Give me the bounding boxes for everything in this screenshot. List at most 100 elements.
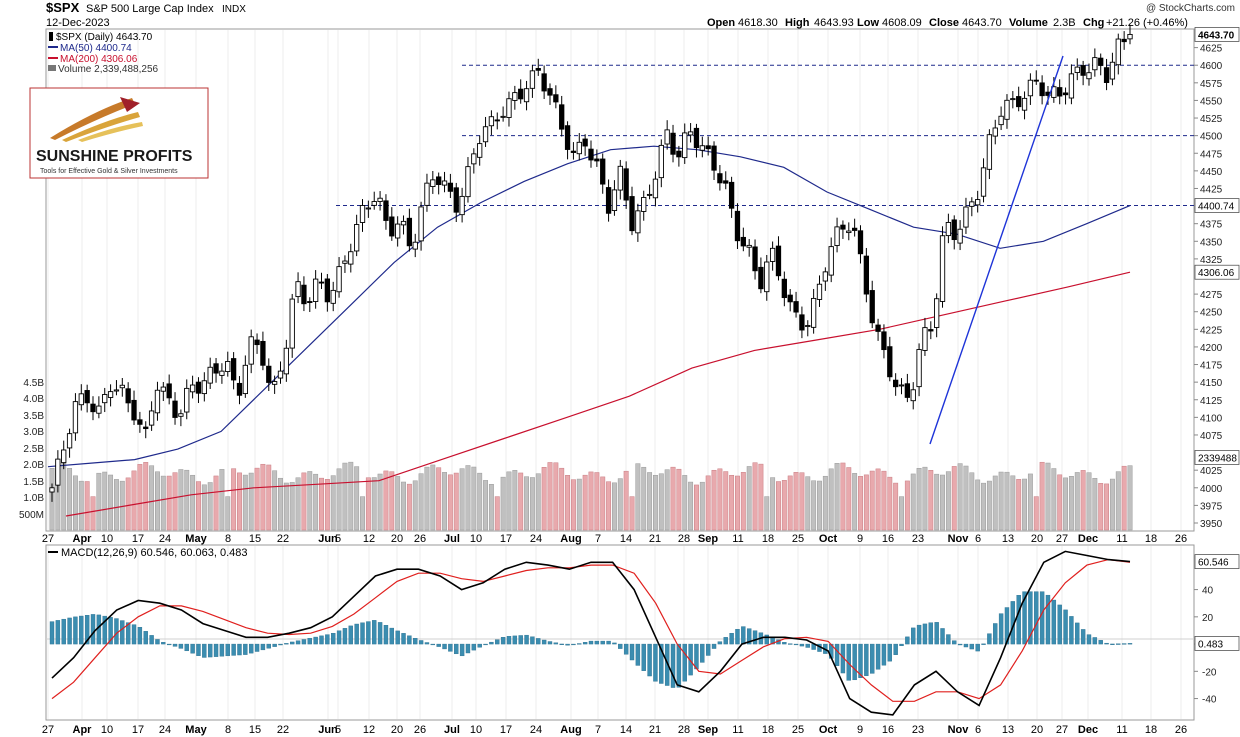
- x-tick-label: 5: [335, 533, 341, 545]
- macd-histogram-bar: [383, 625, 389, 645]
- volume-bar: [90, 496, 96, 531]
- y-tick-label: 3950: [1200, 519, 1223, 530]
- volume-bar: [1033, 496, 1039, 531]
- x-tick-label: Nov: [948, 724, 970, 736]
- y-tick-label: 4500: [1200, 132, 1223, 143]
- candle-body: [898, 384, 905, 387]
- x-tick-label: 26: [1175, 724, 1187, 736]
- candle-body: [436, 176, 442, 185]
- macd-histogram-bar: [307, 638, 312, 645]
- macd-histogram-bar: [952, 640, 957, 645]
- volume-bar: [916, 468, 922, 531]
- volume-bar: [887, 476, 893, 531]
- x-tick-label: Jun: [318, 724, 338, 736]
- candle-body: [102, 394, 108, 404]
- volume-bar: [471, 466, 477, 531]
- volume-bar: [934, 473, 940, 531]
- volume-bar: [301, 472, 307, 531]
- chg-label: Chg: [1083, 17, 1104, 29]
- candle-body: [676, 150, 682, 158]
- x-tick-label: 16: [882, 724, 894, 736]
- volume-bar: [746, 466, 752, 531]
- macd-histogram-bar: [1045, 594, 1051, 645]
- price-panel: [45, 28, 1195, 532]
- macd-histogram-bar: [664, 643, 670, 686]
- macd-histogram-bar: [553, 642, 559, 645]
- volume-bar: [547, 462, 553, 531]
- volume-bar: [465, 465, 471, 531]
- macd-histogram-bar: [495, 639, 500, 645]
- close-value: 4643.70: [962, 17, 1002, 29]
- macd-y-tick-label: -20: [1202, 667, 1217, 678]
- macd-histogram-bar: [184, 643, 189, 652]
- volume-bar: [488, 484, 494, 531]
- candle-body: [1010, 98, 1016, 101]
- candle-body: [1027, 79, 1034, 97]
- macd-histogram-bar: [331, 632, 336, 645]
- volume-bar: [1104, 483, 1110, 531]
- open-value: 4618.30: [738, 17, 778, 29]
- volume-bar: [858, 476, 863, 531]
- volume-bar: [1127, 465, 1133, 531]
- candle-body: [277, 370, 284, 379]
- macd-histogram-bar: [313, 636, 318, 645]
- macd-histogram-bar: [1034, 591, 1039, 645]
- macd-histogram-bar: [436, 643, 441, 647]
- x-tick-label: 13: [1002, 724, 1014, 736]
- macd-histogram-bar: [940, 628, 945, 645]
- candle-body: [723, 180, 729, 184]
- y-tick-label: 4575: [1200, 79, 1223, 90]
- macd-histogram-bar: [963, 643, 969, 648]
- candle-body: [711, 145, 717, 171]
- volume-bar: [283, 482, 289, 531]
- candle-body: [617, 165, 623, 191]
- axis-value-tag-label: 4643.70: [1198, 30, 1235, 41]
- volume-bar: [647, 472, 653, 531]
- x-tick-label: Apr: [73, 724, 93, 736]
- x-tick-label: 21: [649, 533, 661, 545]
- volume-bar: [535, 473, 541, 531]
- candle-body: [1074, 66, 1080, 74]
- y-tick-label: 4275: [1200, 290, 1223, 301]
- macd-histogram-bar: [114, 618, 119, 645]
- macd-histogram-bar: [1075, 622, 1080, 645]
- macd-histogram-bar: [905, 636, 910, 645]
- volume-bar: [910, 473, 916, 531]
- macd-histogram-bar: [899, 643, 904, 647]
- volume-bar: [904, 480, 910, 531]
- volume-bar: [360, 496, 365, 531]
- volume-bar: [166, 475, 172, 531]
- macd-histogram-bar: [1028, 591, 1033, 645]
- x-tick-label: Sep: [698, 724, 718, 736]
- volume-bar: [248, 472, 254, 531]
- macd-histogram-bar: [430, 643, 436, 646]
- volume-bar: [1098, 483, 1104, 531]
- volume-bar: [1022, 478, 1027, 531]
- volume-bar: [149, 465, 155, 531]
- volume-bar: [922, 466, 928, 531]
- macd-y-tick-label: 20: [1202, 613, 1214, 624]
- volume-bar: [711, 469, 717, 531]
- candle-body: [201, 380, 207, 395]
- volume-bar: [242, 474, 248, 531]
- x-tick-label: 17: [500, 533, 512, 545]
- x-tick-label: 27: [1056, 533, 1068, 545]
- y-tick-label: 4175: [1200, 361, 1223, 372]
- volume-axis-label: 500M: [19, 510, 44, 521]
- volume-bar: [307, 471, 313, 531]
- macd-histogram-bar: [987, 633, 992, 645]
- volume-bar: [945, 471, 951, 531]
- candle-body: [875, 324, 881, 332]
- x-tick-label: 12: [363, 533, 375, 545]
- y-tick-label: 4550: [1200, 96, 1223, 107]
- x-tick-label: 27: [1056, 724, 1068, 736]
- volume-bar: [576, 478, 582, 531]
- x-tick-label: Jun: [318, 533, 338, 545]
- candle-body: [213, 363, 219, 374]
- volume-bar: [172, 472, 178, 531]
- macd-histogram-bar: [623, 643, 629, 655]
- exchange-label: INDX: [222, 4, 246, 15]
- candle-body: [893, 379, 899, 388]
- legend-ma50: MA(50) 4400.74: [60, 43, 132, 54]
- symbol-title: $SPX: [46, 0, 80, 15]
